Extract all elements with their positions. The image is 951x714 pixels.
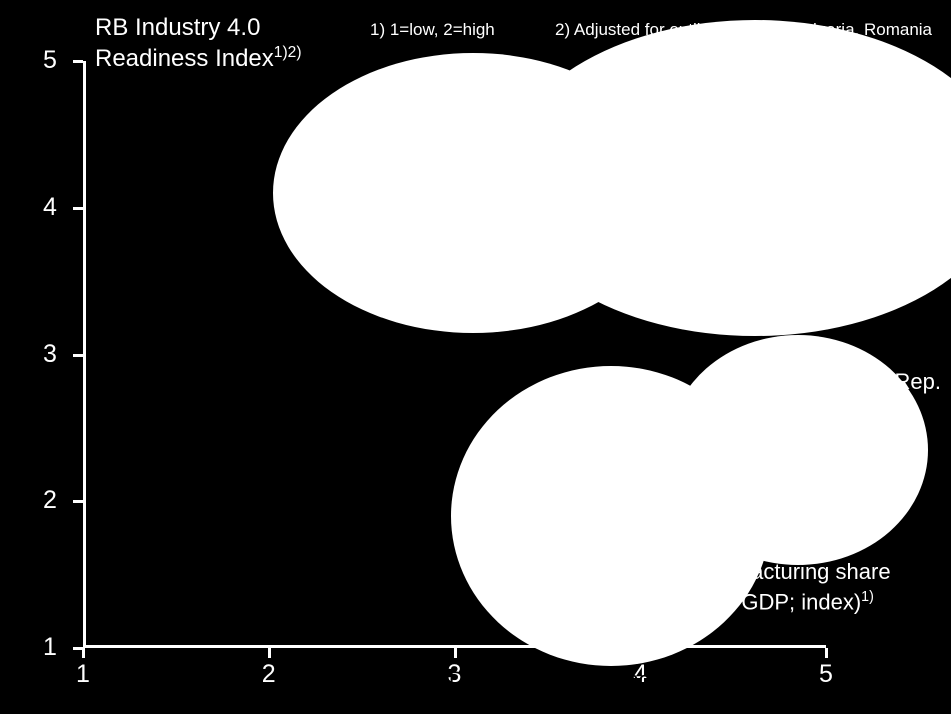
country-label-2: Belgi — [445, 253, 494, 279]
y-tick — [73, 500, 83, 503]
country-label-4: y — [872, 442, 883, 468]
y-tick-label: 1 — [43, 633, 57, 662]
y-axis-title-line1: RB Industry 4.0 — [95, 14, 260, 42]
footnote-1: 1) 1=low, 2=high — [370, 20, 495, 40]
y-axis — [83, 61, 86, 648]
bubble-connector — [754, 296, 757, 333]
country-label-9: roatia — [612, 630, 667, 656]
y-tick-label: 3 — [43, 340, 57, 369]
y-tick-label: 2 — [43, 486, 57, 515]
country-label-6: Slovenia — [733, 526, 817, 552]
x-tick-label: 1 — [76, 660, 90, 689]
country-label-1: d — [863, 159, 875, 185]
y-tick-label: 4 — [43, 193, 57, 222]
country-label-3: Czech Rep. — [826, 369, 941, 395]
y-tick-label: 5 — [43, 46, 57, 75]
chart-stage: 1234512345RB Industry 4.0Readiness Index… — [0, 0, 951, 714]
x-tick — [454, 648, 457, 658]
country-label-5: a — [885, 500, 897, 526]
country-label-0: Germany — [835, 111, 925, 137]
x-tick-label: 2 — [262, 660, 276, 689]
source-citation: [THINK ACT INDUSTRY 4.0 RolandBerger, 20… — [300, 667, 783, 693]
x-tick — [825, 648, 828, 658]
x-tick — [268, 648, 271, 658]
y-tick — [73, 354, 83, 357]
x-axis-title-line1: Manufacturing share — [690, 559, 891, 585]
y-tick — [73, 207, 83, 210]
y-axis-title-line2: Readiness Index1)2) — [95, 44, 302, 73]
x-tick — [82, 648, 85, 658]
country-label-7: s — [659, 530, 670, 556]
x-tick-label: 5 — [819, 660, 833, 689]
footnote-2: 2) Adjusted for outliers Cyprus, Bulgari… — [555, 20, 932, 40]
y-tick — [73, 60, 83, 63]
x-axis-title-line2: (%of GDP; index)1) — [690, 589, 874, 615]
